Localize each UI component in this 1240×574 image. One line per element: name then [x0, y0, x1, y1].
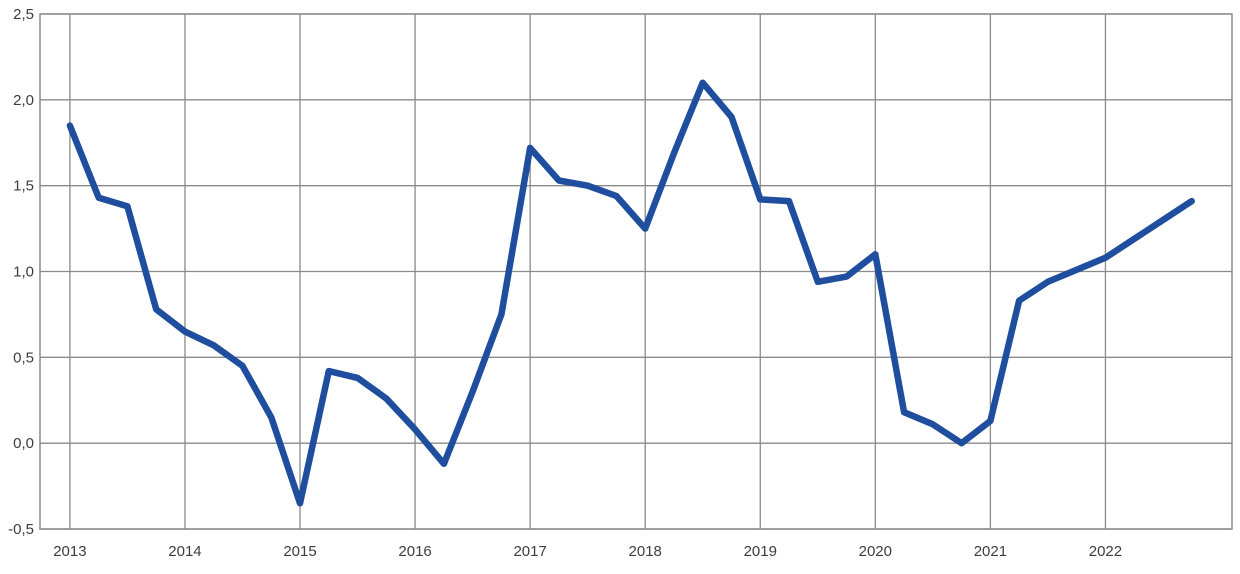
y-tick-label: -0,5 — [8, 521, 34, 538]
x-tick-label: 2014 — [168, 543, 201, 560]
y-tick-label: 2,5 — [13, 6, 34, 23]
y-tick-label: 1,0 — [13, 264, 34, 281]
x-tick-label: 2013 — [53, 543, 86, 560]
x-tick-label: 2017 — [513, 543, 546, 560]
data-series-line — [66, 79, 1195, 507]
y-tick-label: 0,5 — [13, 349, 34, 366]
plot-border — [39, 13, 1233, 530]
x-tick-label: 2020 — [859, 543, 892, 560]
x-tick-label: 2016 — [398, 543, 431, 560]
y-tick-label: 0,0 — [13, 435, 34, 452]
x-tick-label: 2019 — [744, 543, 777, 560]
y-tick-label: 2,0 — [13, 92, 34, 109]
x-tick-label: 2022 — [1089, 543, 1122, 560]
x-tick-label: 2015 — [283, 543, 316, 560]
x-tick-label: 2018 — [629, 543, 662, 560]
x-tick-label: 2021 — [974, 543, 1007, 560]
y-tick-label: 1,5 — [13, 178, 34, 195]
